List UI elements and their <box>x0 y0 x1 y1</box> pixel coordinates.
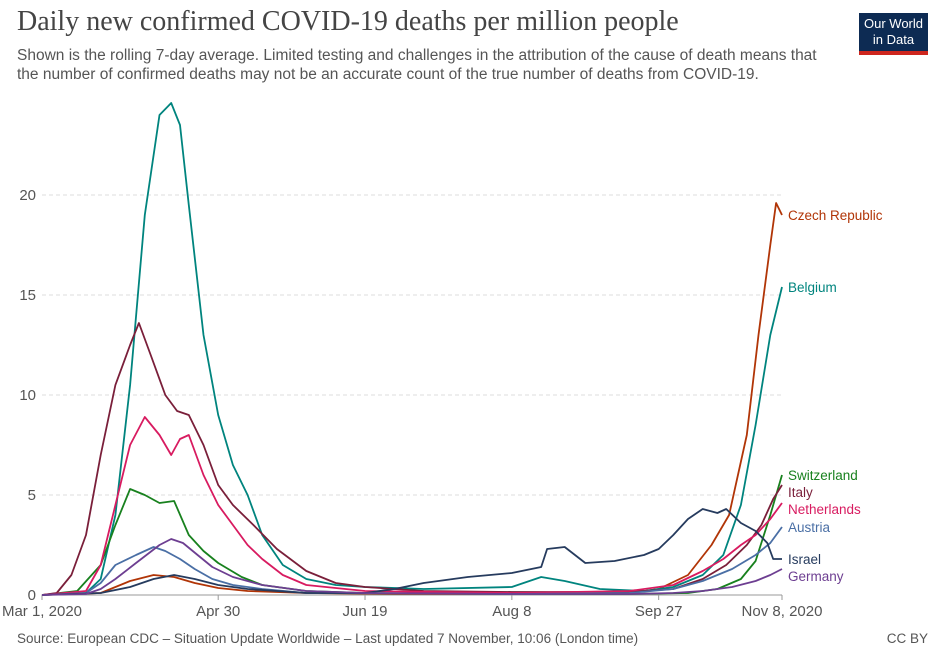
y-tick-label: 0 <box>28 587 36 604</box>
series-line-italy[interactable] <box>41 322 783 596</box>
series-line-austria[interactable] <box>41 526 783 596</box>
chart-title: Daily new confirmed COVID-19 deaths per … <box>17 6 679 37</box>
series-label[interactable]: Czech Republic <box>788 208 883 223</box>
series-label[interactable]: Belgium <box>788 280 837 295</box>
logo-line-2: in Data <box>872 32 915 47</box>
y-tick-label: 10 <box>19 387 36 404</box>
source-note[interactable]: Source: European CDC – Situation Update … <box>17 631 639 646</box>
y-tick-label: 20 <box>19 187 36 204</box>
x-tick-label: Aug 8 <box>492 603 531 620</box>
axes: 0 5 10 15 20 Mar 1, 2020 Apr 30 Jun 19 Aug 8 Sep … <box>2 187 822 620</box>
x-tick-label: Sep 27 <box>635 603 683 620</box>
series-line-israel[interactable] <box>41 508 782 596</box>
series-line-germany[interactable] <box>41 538 783 596</box>
gridlines <box>42 194 782 496</box>
series-label[interactable]: Switzerland <box>788 468 858 483</box>
owid-logo[interactable]: Our World in Data <box>859 13 928 55</box>
series-label[interactable]: Netherlands <box>788 502 861 517</box>
series-label[interactable]: Austria <box>788 520 831 535</box>
series-line-netherlands[interactable] <box>41 416 783 596</box>
series-lines <box>41 102 783 596</box>
logo-line-1: Our World <box>864 16 923 31</box>
x-tick-label: Nov 8, 2020 <box>742 603 823 620</box>
x-tick-label: Jun 19 <box>342 603 387 620</box>
series-line-belgium[interactable] <box>41 102 783 596</box>
series-label[interactable]: Israel <box>788 552 821 567</box>
x-tick-label: Apr 30 <box>196 603 240 620</box>
series-label[interactable]: Germany <box>788 569 844 584</box>
chart-subtitle: Shown is the rolling 7-day average. Limi… <box>17 47 817 83</box>
series-labels: Czech Republic Belgium Switzerland Italy Net… <box>788 208 883 584</box>
y-tick-label: 5 <box>28 487 36 504</box>
y-tick-label: 15 <box>19 287 36 304</box>
license-link[interactable]: CC BY <box>886 631 928 646</box>
series-label[interactable]: Italy <box>788 485 813 500</box>
x-tick-label: Mar 1, 2020 <box>2 603 82 620</box>
logo-accent-bar <box>859 51 928 55</box>
series-line-switzerland[interactable] <box>41 474 783 596</box>
